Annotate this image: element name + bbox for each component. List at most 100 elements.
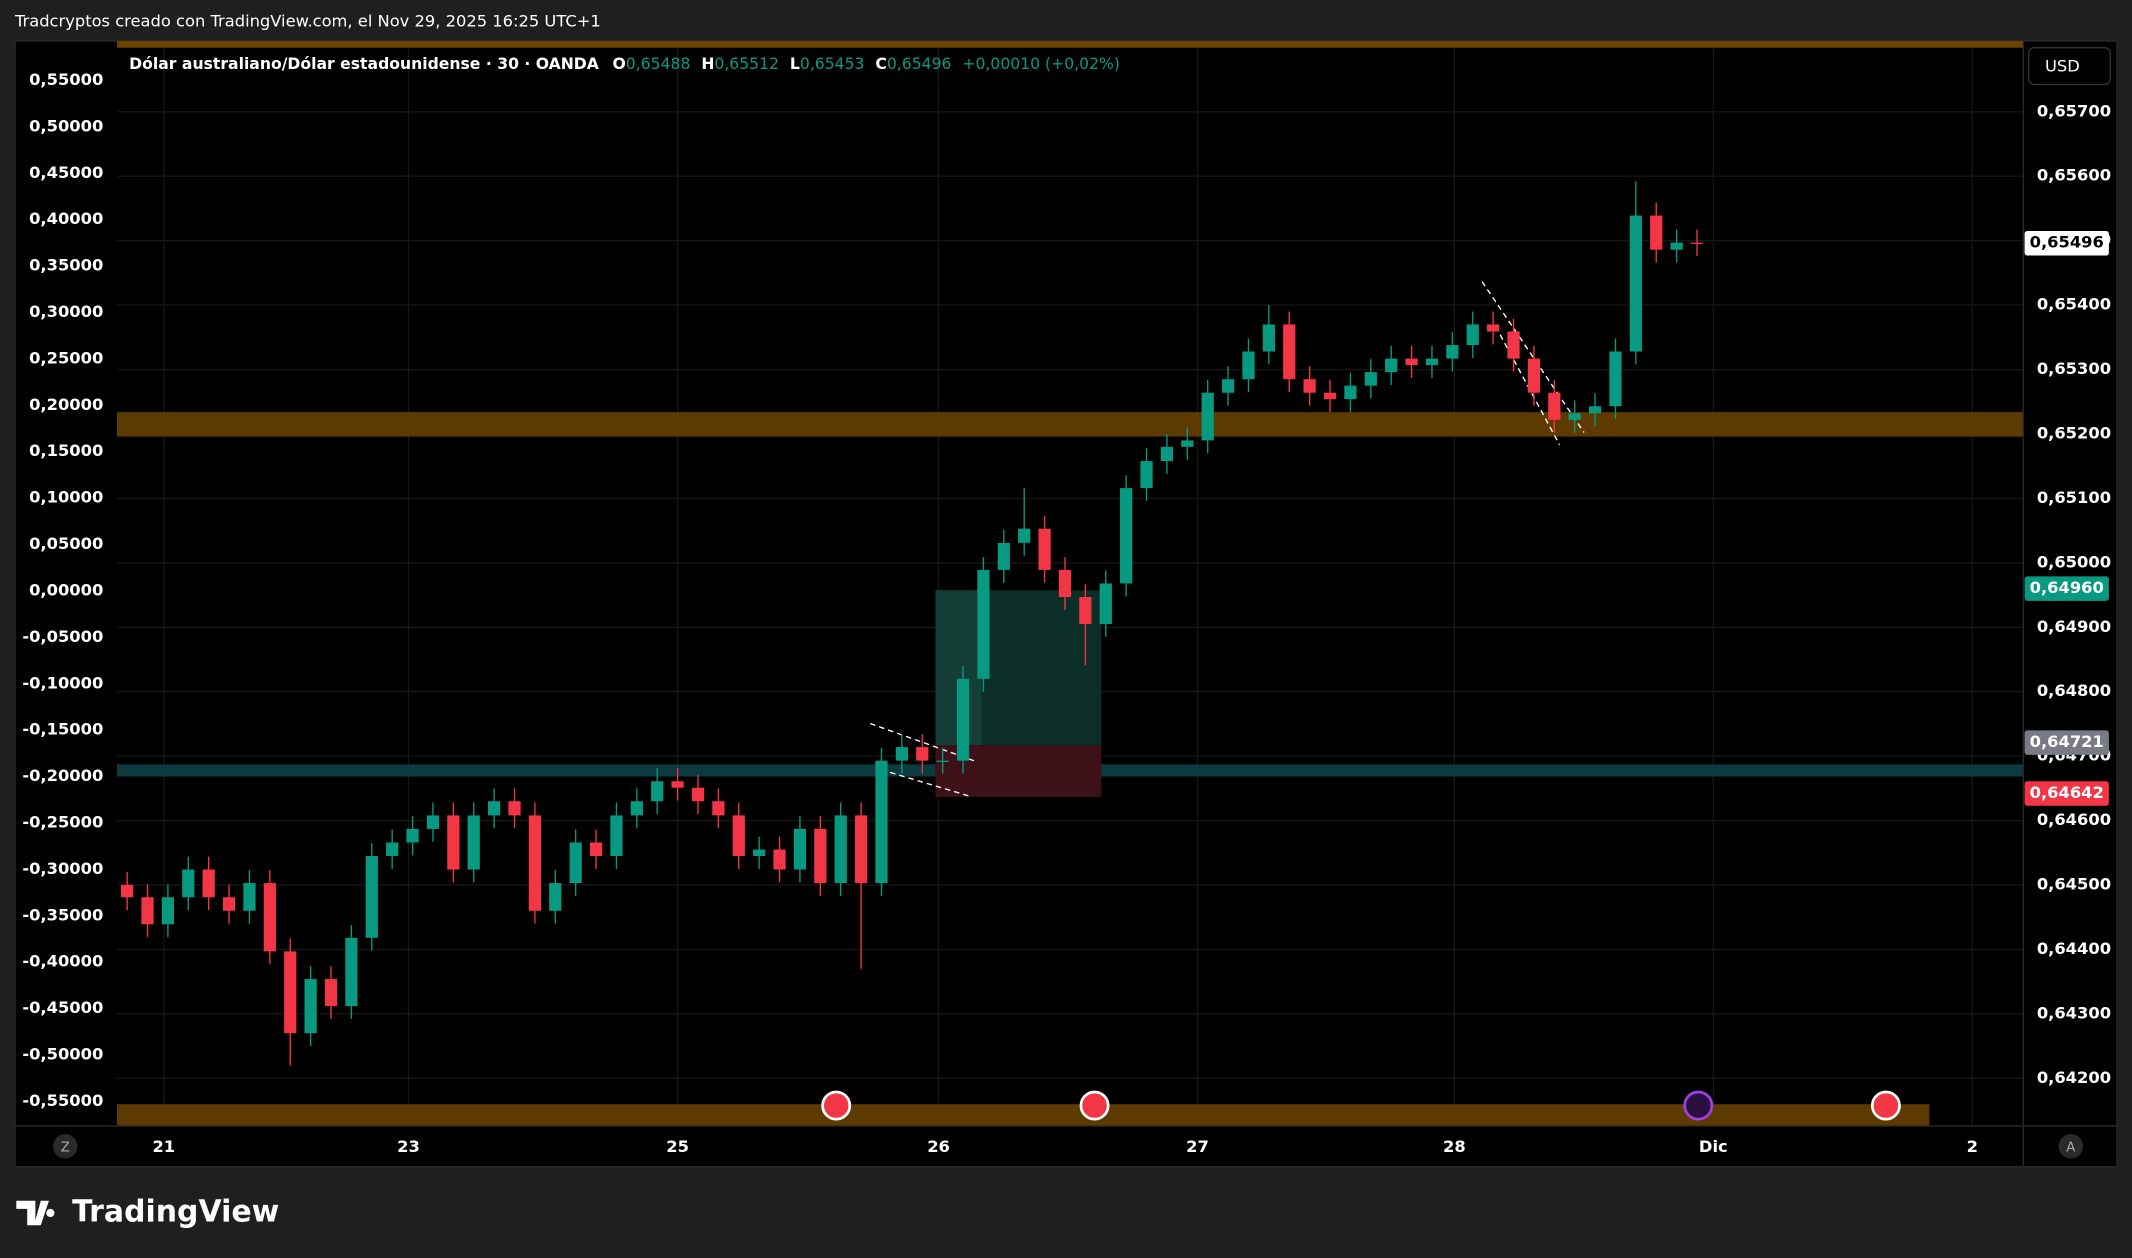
candle-body [263, 883, 276, 952]
zone-top [116, 40, 2024, 48]
candle-body [426, 815, 440, 829]
y-tick-label: 0,65600 [2037, 166, 2111, 185]
y2-tick-label: 0,40000 [29, 209, 103, 228]
candle-body [671, 781, 684, 788]
price-label: 0,64721 [2030, 732, 2104, 751]
trend-line [1495, 326, 1561, 446]
h-label: H [701, 54, 714, 73]
event-icon[interactable] [1683, 1090, 1714, 1121]
zone-support [116, 412, 2024, 437]
o-label: O [613, 54, 626, 73]
y2-tick-label: -0,10000 [22, 673, 103, 692]
trend-line [880, 769, 973, 798]
y-tick-label: 0,65300 [2037, 359, 2111, 378]
a-label: A [2066, 1140, 2076, 1156]
event-icon[interactable] [821, 1090, 852, 1121]
y2-tick-label: 0,50000 [29, 116, 103, 135]
candle-body [345, 937, 358, 1007]
l-label: L [790, 54, 800, 73]
candle-body [121, 884, 134, 898]
candle-body [569, 842, 582, 884]
x-tick-label: Dic [1699, 1137, 1728, 1156]
y-tick-label: 0,64800 [2037, 681, 2111, 700]
x-tick-label: 2 [1967, 1137, 1978, 1156]
candle-body [222, 897, 236, 911]
y-tick-label: 0,65100 [2037, 488, 2111, 507]
candle-body [814, 828, 827, 884]
candle-body [916, 747, 929, 761]
candles [121, 181, 1704, 1066]
price-label-box [2024, 781, 2109, 806]
price-label-box [2024, 231, 2109, 256]
y-tick-label: 0,64200 [2037, 1068, 2111, 1087]
candle-body [182, 869, 195, 898]
candle-body [161, 897, 175, 925]
currency-button[interactable] [2027, 47, 2111, 86]
candle-body [854, 815, 868, 884]
candle-body [793, 828, 807, 870]
trend-lines [869, 281, 1585, 798]
zone-bottom [116, 1104, 1930, 1126]
event-icon[interactable] [1079, 1090, 1110, 1121]
y-tick-label: 0,65000 [2037, 552, 2111, 571]
c-value: 0,65496 [887, 54, 952, 73]
y2-tick-label: -0,55000 [22, 1091, 103, 1110]
candle-body [406, 828, 419, 843]
z-button[interactable] [53, 1134, 78, 1159]
candle-body [1527, 358, 1541, 393]
candle-body [1446, 345, 1459, 359]
x-tick-label: 28 [1443, 1137, 1466, 1156]
candle-body [1629, 215, 1642, 352]
candle-body [630, 801, 643, 816]
y2-tick-label: -0,35000 [22, 905, 103, 924]
candle-body [1323, 392, 1337, 400]
o-value: 0,65488 [626, 54, 691, 73]
candle-body [732, 815, 745, 856]
y2-tick-label: 0,10000 [29, 488, 103, 507]
logo-mark [16, 1200, 55, 1226]
candle-body [304, 979, 317, 1034]
candle-body [895, 747, 908, 761]
price-label-box [2024, 730, 2109, 755]
candle-body [1058, 569, 1072, 597]
y-tick-label: 0,64300 [2037, 1003, 2111, 1022]
legend: Dólar australiano/Dólar estadounidense ·… [129, 54, 1120, 73]
y2-tick-label: 0,00000 [29, 580, 103, 599]
candle-body [447, 815, 460, 870]
candle-body [977, 569, 990, 679]
y2-tick-label: 0,05000 [29, 534, 103, 553]
candle-body [1038, 528, 1051, 570]
header: Tradcryptos creado con TradingView.com, … [14, 11, 601, 30]
candle-body [1507, 331, 1520, 359]
candle-body [1018, 528, 1031, 543]
y-tick-label: 0,65700 [2037, 101, 2111, 120]
y2-tick-label: -0,40000 [22, 952, 103, 971]
change: +0,00010 (+0,02%) [962, 54, 1120, 73]
candle-body [1140, 461, 1153, 489]
price-label: 0,64960 [2030, 578, 2104, 597]
candle-body [936, 760, 949, 762]
event-icon[interactable] [1870, 1090, 1901, 1121]
candle-body [141, 897, 154, 925]
candle-body [773, 849, 786, 870]
candle-body [1283, 324, 1296, 380]
y-tick-label: 0,64500 [2037, 874, 2111, 893]
y2-tick-label: -0,20000 [22, 766, 103, 785]
candle-body [487, 801, 501, 816]
a-button[interactable] [2058, 1134, 2084, 1159]
candle-body [202, 869, 215, 898]
candle-body [284, 951, 297, 1034]
y2-tick-label: -0,25000 [22, 813, 103, 832]
candle-body [508, 801, 521, 816]
candle-body [1262, 324, 1275, 352]
candle-body [1221, 379, 1235, 393]
candle-body [365, 855, 378, 938]
y-tick-label: 0,65200 [2037, 423, 2111, 442]
candle-body [1099, 583, 1112, 625]
x-tick-label: 27 [1186, 1137, 1209, 1156]
logo [16, 1200, 55, 1226]
c-label: C [875, 54, 886, 73]
candle-body [651, 781, 664, 802]
